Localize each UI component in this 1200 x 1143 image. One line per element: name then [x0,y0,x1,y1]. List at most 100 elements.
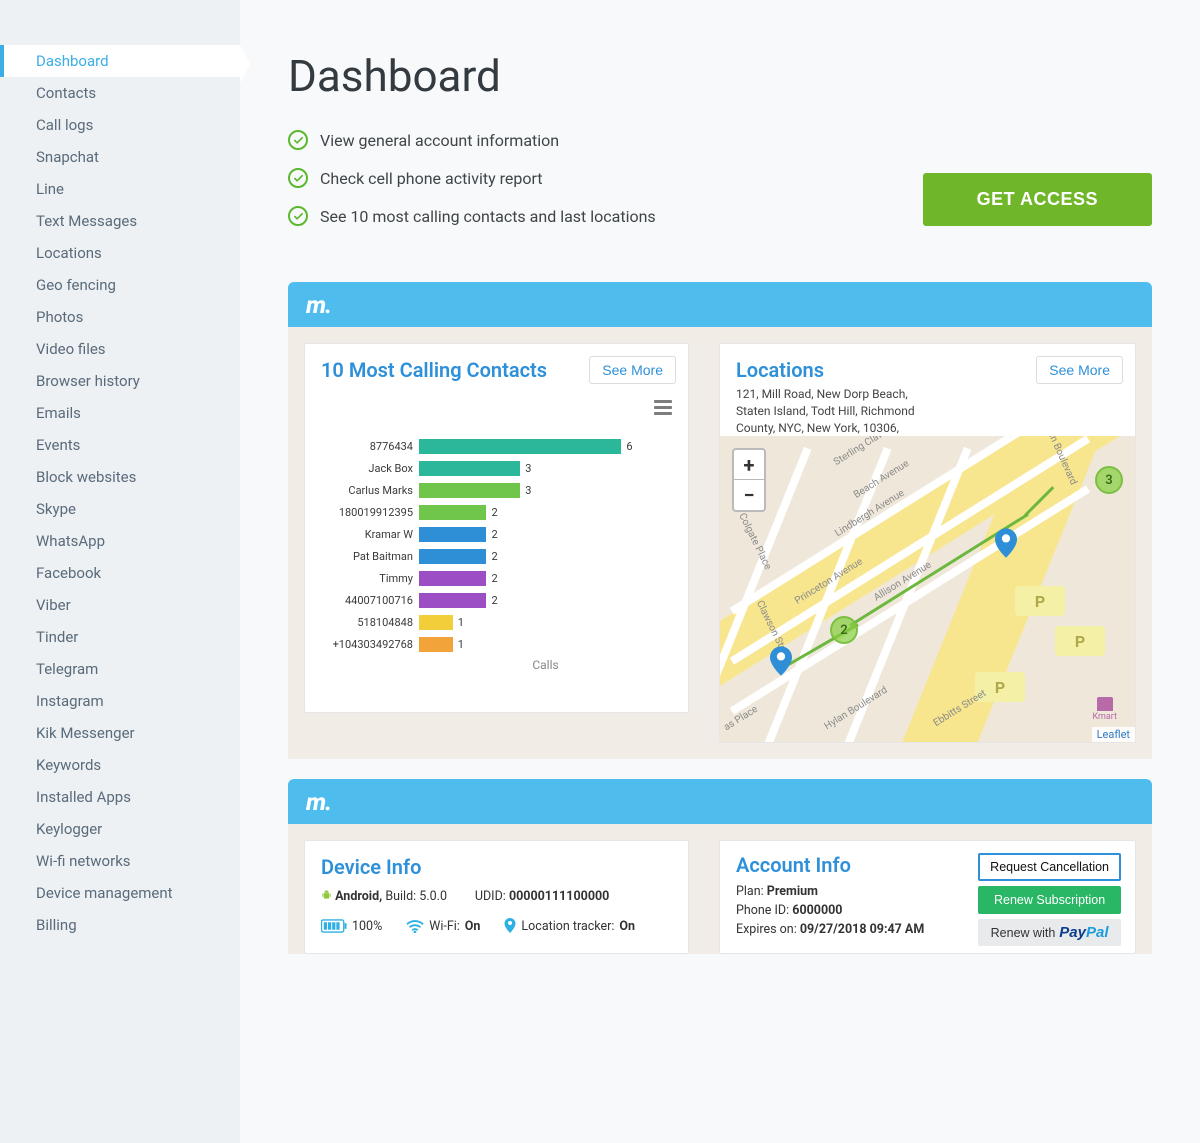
get-access-button[interactable]: GET ACCESS [923,173,1152,226]
bar-label: Pat Baitman [321,550,419,563]
chart-bar-row: +1043034927681 [321,634,672,654]
sidebar-item-billing[interactable]: Billing [0,909,240,941]
calling-contacts-card: 10 Most Calling Contacts See More 877643… [304,343,689,713]
locations-card: Locations See More 121, Mill Road, New D… [719,343,1136,743]
device-os-line: Android, Build: 5.0.0 UDID: 000001111000… [321,889,672,904]
sidebar-item-instagram[interactable]: Instagram [0,685,240,717]
bar-value: 2 [491,572,497,585]
sidebar-item-locations[interactable]: Locations [0,237,240,269]
sidebar-item-whatsapp[interactable]: WhatsApp [0,525,240,557]
sidebar-item-viber[interactable]: Viber [0,589,240,621]
sidebar-item-wi-fi-networks[interactable]: Wi-fi networks [0,845,240,877]
map-zoom-control: + − [732,448,766,512]
bar-fill [419,615,453,630]
chart-bar-row: Pat Baitman 2 [321,546,672,566]
locations-see-more-button[interactable]: See More [1036,356,1123,384]
preview-panel-1: m. 10 Most Calling Contacts See More 877… [288,282,1152,759]
paypal-logo-icon: PayPal [1059,924,1108,941]
bar-fill [419,461,520,476]
bar-value: 1 [458,616,464,629]
chart-bar-row: 440071007162 [321,590,672,610]
bar-label: Kramar W [321,528,419,541]
bar-fill [419,637,453,652]
main-content: Dashboard View general account informati… [240,0,1200,1143]
sidebar-item-block-websites[interactable]: Block websites [0,461,240,493]
sidebar-item-emails[interactable]: Emails [0,397,240,429]
sidebar-item-telegram[interactable]: Telegram [0,653,240,685]
sidebar-item-browser-history[interactable]: Browser history [0,365,240,397]
sidebar-item-skype[interactable]: Skype [0,493,240,525]
bar-chart: 8776434 6 Jack Box 3 Carlus Marks 3 1800199123… [321,436,672,654]
chart-bar-row: Timmy 2 [321,568,672,588]
bar-value: 6 [626,440,632,453]
sidebar-item-dashboard[interactable]: Dashboard [0,45,240,77]
sidebar-item-device-management[interactable]: Device management [0,877,240,909]
map[interactable]: P P P 2 3 [720,436,1135,742]
sidebar-item-events[interactable]: Events [0,429,240,461]
bar-label: Carlus Marks [321,484,419,497]
feature-list: View general account information Check ce… [288,130,656,226]
android-icon [321,889,332,901]
sidebar-item-photos[interactable]: Photos [0,301,240,333]
feature-row: View general account information Check ce… [288,130,1152,226]
feature-text: See 10 most calling contacts and last lo… [320,207,656,226]
sidebar-item-keywords[interactable]: Keywords [0,749,240,781]
device-info-card: Device Info Android, Build: 5.0.0 UDID: … [304,840,689,954]
map-pin-icon[interactable] [770,646,792,680]
sidebar-item-geo-fencing[interactable]: Geo fencing [0,269,240,301]
chart-bar-row: 1800199123952 [321,502,672,522]
sidebar-item-keylogger[interactable]: Keylogger [0,813,240,845]
bar-fill [419,483,520,498]
map-waypoint[interactable]: 3 [1095,466,1123,494]
sidebar-item-installed-apps[interactable]: Installed Apps [0,781,240,813]
preview-panel-2: m. Device Info Android, Build: 5.0.0 UDI… [288,779,1152,954]
sidebar-item-kik-messenger[interactable]: Kik Messenger [0,717,240,749]
sidebar-item-snapchat[interactable]: Snapchat [0,141,240,173]
zoom-in-button[interactable]: + [734,450,764,480]
map-waypoint[interactable]: 2 [830,616,858,644]
contacts-see-more-button[interactable]: See More [589,356,676,384]
sidebar-item-contacts[interactable]: Contacts [0,77,240,109]
chart-bar-row: Jack Box 3 [321,458,672,478]
bar-fill [419,505,486,520]
device-info-title: Device Info [321,855,672,879]
bar-fill [419,527,486,542]
check-circle-icon [288,168,308,188]
sidebar-item-line[interactable]: Line [0,173,240,205]
account-info-card: Account Info Plan: Premium Phone ID: 600… [719,840,1136,954]
sidebar-item-video-files[interactable]: Video files [0,333,240,365]
chart-menu-icon[interactable] [654,400,672,418]
bar-value: 2 [491,528,497,541]
bar-value: 1 [458,638,464,651]
sidebar-item-facebook[interactable]: Facebook [0,557,240,589]
zoom-out-button[interactable]: − [734,480,764,510]
preview-header: m. [288,282,1152,327]
map-attribution[interactable]: Leaflet [1092,727,1135,742]
feature-item: See 10 most calling contacts and last lo… [288,206,656,226]
sidebar-item-call-logs[interactable]: Call logs [0,109,240,141]
feature-item: View general account information [288,130,656,150]
bar-label: Timmy [321,572,419,585]
map-pin-icon[interactable] [995,528,1017,562]
chart-x-axis-label: Calls [419,658,672,672]
wifi-status: Wi-Fi: On [406,919,480,934]
bar-value: 3 [525,462,531,475]
sidebar-item-tinder[interactable]: Tinder [0,621,240,653]
request-cancellation-button[interactable]: Request Cancellation [978,853,1121,881]
brand-logo-icon: m. [306,291,331,319]
renew-subscription-button[interactable]: Renew Subscription [978,886,1121,914]
feature-item: Check cell phone activity report [288,168,656,188]
bar-label: 8776434 [321,440,419,453]
feature-text: Check cell phone activity report [320,169,543,188]
sidebar-item-text-messages[interactable]: Text Messages [0,205,240,237]
preview-header: m. [288,779,1152,824]
chart-bar-row: 5181048481 [321,612,672,632]
bar-value: 2 [491,550,497,563]
battery-icon [321,919,347,933]
check-circle-icon [288,130,308,150]
page-title: Dashboard [288,50,1152,102]
renew-with-paypal-button[interactable]: Renew with PayPal [978,919,1121,946]
bar-fill [419,593,486,608]
chart-bar-row: Kramar W 2 [321,524,672,544]
bar-label: Jack Box [321,462,419,475]
